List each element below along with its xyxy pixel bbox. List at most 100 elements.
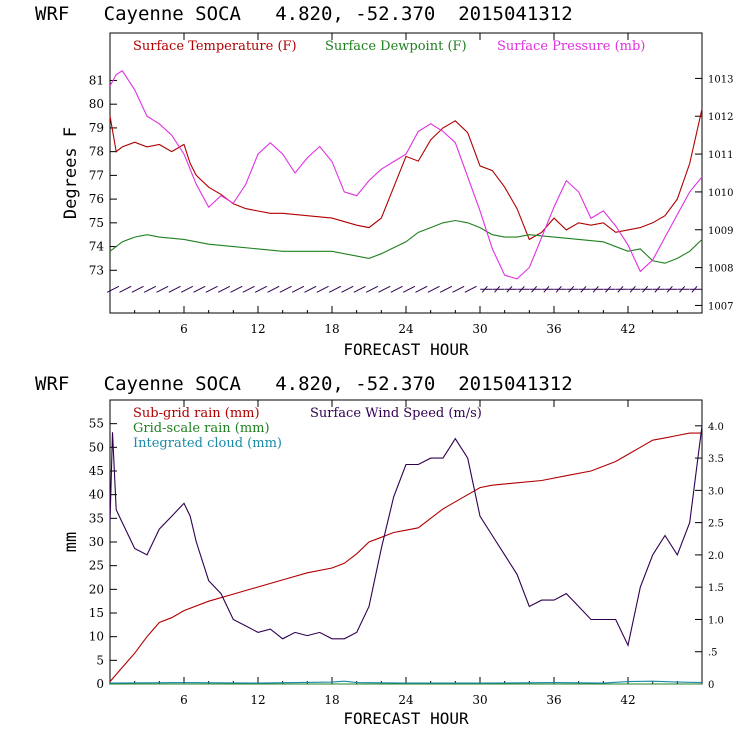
x-tick-label: 30 — [472, 693, 487, 707]
wind-barb — [279, 285, 292, 293]
wind-barb — [328, 285, 342, 293]
y-tick-label: 78 — [89, 145, 104, 159]
legend-integrated-cloud: Integrated cloud (mm) — [133, 436, 282, 451]
wind-barb — [291, 285, 305, 293]
y2-tick-label: 0 — [708, 680, 714, 691]
wind-barb — [316, 285, 329, 293]
y2-tick-label: 1009 — [708, 226, 733, 237]
bottom-panel-title: WRF Cayenne SOCA 4.820, -52.370 20150413… — [35, 373, 573, 395]
wind-barb — [365, 285, 379, 293]
x-tick-label: 6 — [180, 322, 188, 336]
series-line-temperature — [109, 108, 703, 241]
x-tick-label: 24 — [398, 693, 414, 707]
x-tick-label: 12 — [250, 693, 265, 707]
y2-tick-label: 4.0 — [708, 422, 724, 433]
top-y2-ticks: 1007 1008 1009 1010 1011 1012 1013 — [695, 74, 733, 312]
top-x-ticks: 6 12 18 24 30 36 42 — [134, 33, 678, 336]
y2-tick-label: 1013 — [708, 74, 733, 85]
y-tick-label: 15 — [89, 606, 104, 620]
wind-barb — [341, 285, 354, 293]
y-tick-label: 40 — [89, 488, 104, 502]
wind-barb — [402, 285, 416, 293]
y-tick-label: 50 — [89, 440, 104, 454]
series-line-cloud — [109, 680, 703, 684]
x-tick-label: 12 — [250, 322, 265, 336]
y-tick-label: 30 — [89, 535, 104, 549]
precipitation-panel: WRF Cayenne SOCA 4.820, -52.370 20150413… — [35, 373, 724, 728]
x-tick-label: 24 — [398, 322, 414, 336]
bottom-y-axis-title: mm — [61, 532, 81, 552]
y-tick-label: 73 — [89, 263, 104, 277]
y2-tick-label: 2.0 — [708, 551, 724, 562]
y2-tick-label: 1007 — [708, 301, 733, 312]
wind-barb — [230, 285, 243, 293]
top-y-ticks: 73 74 75 76 77 78 79 80 81 — [89, 73, 117, 277]
wind-barb — [180, 285, 194, 293]
y-tick-label: 55 — [89, 417, 104, 431]
series-line-pressure — [109, 70, 703, 280]
wind-barb — [254, 285, 268, 293]
x-tick-label: 30 — [472, 322, 487, 336]
top-x-axis-title: FORECAST HOUR — [343, 340, 469, 359]
y2-tick-label: 2.5 — [708, 519, 724, 530]
wind-barb — [156, 285, 169, 293]
y-tick-label: 80 — [89, 97, 104, 111]
y2-tick-label: 1008 — [708, 264, 733, 275]
wind-barb — [439, 285, 453, 293]
wind-barb — [464, 285, 477, 293]
y-tick-label: 0 — [96, 677, 104, 691]
legend-surface-dewpoint: Surface Dewpoint (F) — [325, 39, 467, 54]
legend-subgrid-rain: Sub-grid rain (mm) — [133, 406, 260, 421]
x-tick-label: 6 — [180, 693, 188, 707]
wind-barb — [304, 285, 317, 293]
x-tick-label: 36 — [546, 322, 561, 336]
y-tick-label: 79 — [89, 121, 104, 135]
wind-barb — [427, 285, 440, 293]
x-tick-label: 18 — [324, 693, 339, 707]
y2-tick-label: 1.0 — [708, 615, 724, 626]
series-line-subgrid — [109, 432, 702, 682]
wind-barb — [353, 285, 366, 293]
x-tick-label: 36 — [546, 693, 561, 707]
wind-barb — [131, 285, 144, 293]
series-line-dewpoint — [109, 219, 703, 264]
wind-barb — [390, 285, 403, 293]
y-tick-label: 45 — [89, 464, 104, 478]
wind-barb — [193, 285, 206, 293]
top-y-axis-title: Degrees F — [61, 127, 81, 219]
bottom-y2-ticks: 0 .5 1.0 1.5 2.0 2.5 3.0 3.5 4.0 — [695, 422, 724, 691]
y2-tick-label: 3.5 — [708, 454, 724, 465]
y2-tick-label: 1.5 — [708, 583, 724, 594]
y-tick-label: 76 — [89, 192, 104, 206]
legend-surface-wind-speed: Surface Wind Speed (m/s) — [310, 406, 482, 421]
wind-barb — [205, 285, 218, 293]
wind-barb — [267, 285, 280, 293]
y-tick-label: 74 — [89, 240, 105, 254]
y2-tick-label: 1011 — [708, 150, 733, 161]
y-tick-label: 10 — [89, 630, 104, 644]
legend-surface-pressure: Surface Pressure (mb) — [497, 39, 645, 54]
y-tick-label: 20 — [89, 582, 104, 596]
wind-barb — [106, 285, 120, 293]
wind-barb — [143, 285, 157, 293]
y-tick-label: 35 — [89, 511, 104, 525]
wind-barb — [415, 285, 428, 293]
bottom-series — [109, 425, 703, 685]
x-tick-label: 42 — [620, 322, 635, 336]
y2-tick-label: 1010 — [708, 188, 733, 199]
y-tick-label: 81 — [89, 73, 104, 87]
x-tick-label: 18 — [324, 322, 339, 336]
wind-barb — [119, 285, 132, 293]
y2-tick-label: 3.0 — [708, 486, 724, 497]
series-line-wind — [109, 425, 703, 648]
wind-barbs — [106, 285, 702, 293]
temperature-panel: WRF Cayenne SOCA 4.820, -52.370 20150413… — [35, 3, 733, 359]
top-panel-title: WRF Cayenne SOCA 4.820, -52.370 20150413… — [35, 3, 573, 25]
legend-gridscale-rain: Grid-scale rain (mm) — [133, 421, 270, 436]
y-tick-label: 75 — [89, 216, 104, 230]
legend-surface-temperature: Surface Temperature (F) — [133, 39, 297, 54]
bottom-x-axis-title: FORECAST HOUR — [343, 709, 469, 728]
bottom-y-ticks: 0 5 10 15 20 25 30 35 40 45 50 55 — [89, 417, 117, 691]
y-tick-label: 77 — [89, 168, 104, 182]
